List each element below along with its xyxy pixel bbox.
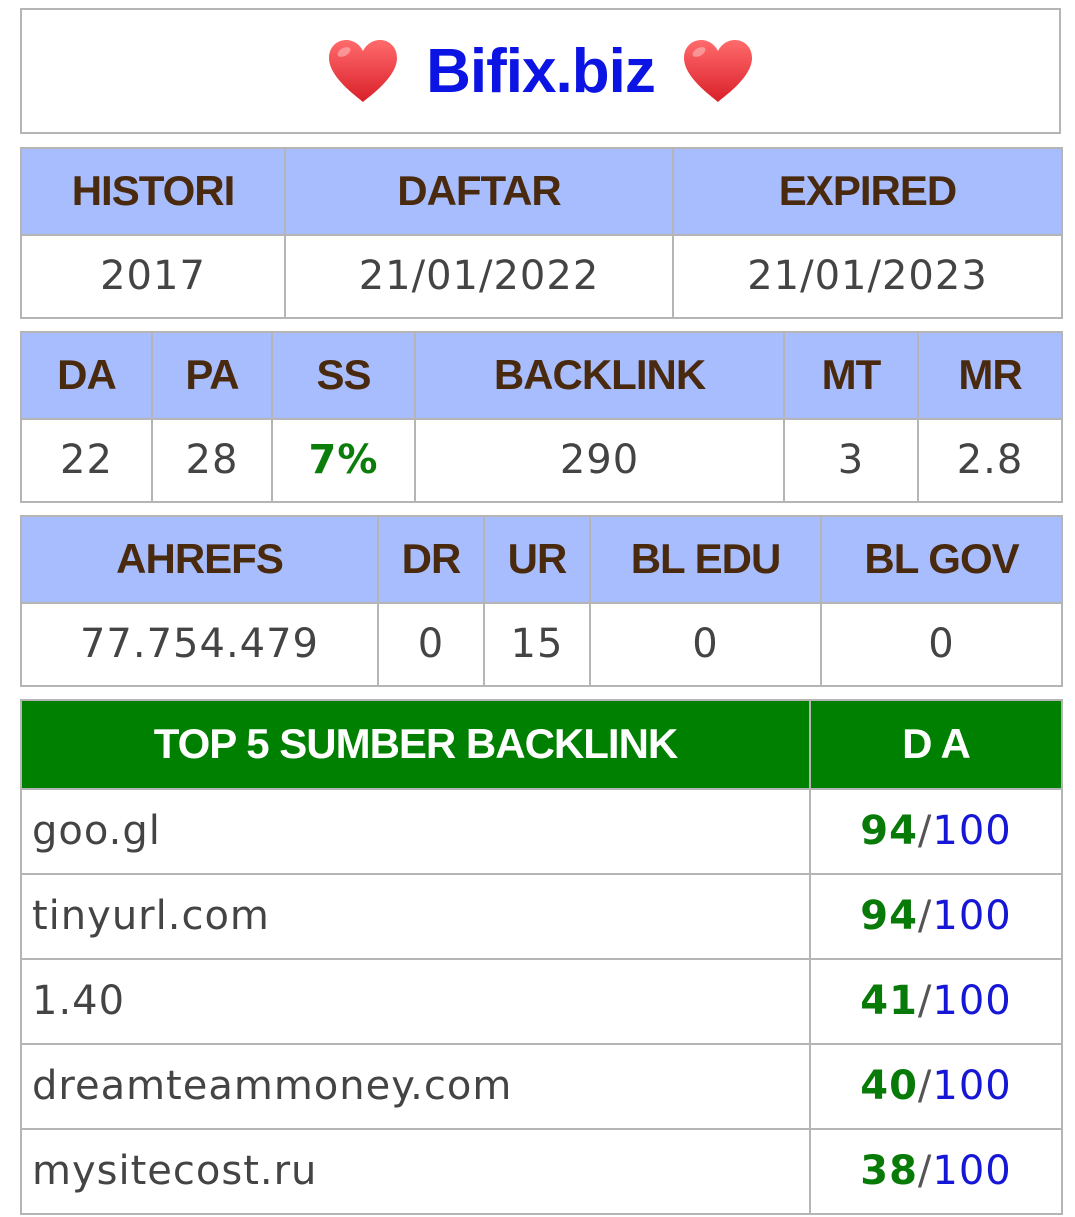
- header-mr: MR: [917, 331, 1063, 420]
- header-ahrefs: AHREFS: [20, 515, 379, 604]
- da-max: 100: [932, 1063, 1012, 1110]
- table-row: 22 28 7% 290 3 2.8: [20, 417, 1063, 504]
- table-header-row: AHREFS DR UR BL EDU BL GOV: [20, 515, 1063, 604]
- table-row: dreamteammoney.com 40/100: [20, 1042, 1063, 1130]
- header-ur: UR: [483, 515, 591, 604]
- separator: /: [917, 893, 933, 940]
- table-row: tinyurl.com 94/100: [20, 872, 1063, 960]
- separator: /: [917, 808, 933, 855]
- expired-value: 21/01/2023: [672, 233, 1063, 320]
- bl-edu-value: 0: [589, 601, 822, 688]
- header-backlink: BACKLINK: [414, 331, 785, 420]
- separator: /: [917, 1148, 933, 1195]
- backlink-da: 94/100: [809, 787, 1063, 875]
- spam-score-value: 7%: [271, 417, 416, 504]
- mr-value: 2.8: [917, 417, 1063, 504]
- header-pa: PA: [151, 331, 273, 420]
- bl-gov-value: 0: [820, 601, 1063, 688]
- separator: /: [917, 978, 933, 1025]
- top-backlink-sources-table: TOP 5 SUMBER BACKLINK D A goo.gl 94/100 …: [20, 699, 1063, 1216]
- da-value: 22: [20, 417, 153, 504]
- header-da-score: D A: [809, 699, 1063, 790]
- domain-dates-table: HISTORI DAFTAR EXPIRED 2017 21/01/2022 2…: [20, 147, 1063, 320]
- header-ss: SS: [271, 331, 416, 420]
- table-row: mysitecost.ru 38/100: [20, 1127, 1063, 1216]
- backlink-da: 40/100: [809, 1042, 1063, 1130]
- mt-value: 3: [783, 417, 919, 504]
- header-bl-gov: BL GOV: [820, 515, 1063, 604]
- backlink-source: goo.gl: [20, 787, 811, 875]
- header-expired: EXPIRED: [672, 147, 1063, 236]
- da-score: 41: [860, 978, 918, 1025]
- histori-value: 2017: [20, 233, 286, 320]
- table-row: goo.gl 94/100: [20, 787, 1063, 875]
- table-row: 77.754.479 0 15 0 0: [20, 601, 1063, 688]
- table-header-row: DA PA SS BACKLINK MT MR: [20, 331, 1063, 420]
- da-max: 100: [932, 1148, 1012, 1195]
- site-title-row: Bifix.biz: [326, 36, 755, 107]
- da-max: 100: [932, 978, 1012, 1025]
- header-bl-edu: BL EDU: [589, 515, 822, 604]
- backlink-source: tinyurl.com: [20, 872, 811, 960]
- header-da: DA: [20, 331, 153, 420]
- da-score: 94: [860, 893, 918, 940]
- header-histori: HISTORI: [20, 147, 286, 236]
- table-header-row: TOP 5 SUMBER BACKLINK D A: [20, 699, 1063, 790]
- ur-value: 15: [483, 601, 591, 688]
- daftar-value: 21/01/2022: [284, 233, 674, 320]
- table-row: 2017 21/01/2022 21/01/2023: [20, 233, 1063, 320]
- da-max: 100: [932, 808, 1012, 855]
- backlink-value: 290: [414, 417, 785, 504]
- backlink-da: 38/100: [809, 1127, 1063, 1216]
- da-score: 94: [860, 808, 918, 855]
- ahrefs-metrics-table: AHREFS DR UR BL EDU BL GOV 77.754.479 0 …: [20, 515, 1063, 688]
- header-mt: MT: [783, 331, 919, 420]
- backlink-da: 94/100: [809, 872, 1063, 960]
- da-max: 100: [932, 893, 1012, 940]
- table-row: 1.40 41/100: [20, 957, 1063, 1045]
- backlink-source: mysitecost.ru: [20, 1127, 811, 1216]
- site-title-box: Bifix.biz: [20, 8, 1061, 134]
- moz-metrics-table: DA PA SS BACKLINK MT MR 22 28 7% 290 3 2…: [20, 331, 1063, 504]
- header-dr: DR: [377, 515, 485, 604]
- da-score: 40: [860, 1063, 918, 1110]
- heart-icon: [683, 40, 752, 102]
- backlink-da: 41/100: [809, 957, 1063, 1045]
- backlink-source: 1.40: [20, 957, 811, 1045]
- backlink-source: dreamteammoney.com: [20, 1042, 811, 1130]
- header-backlink-source: TOP 5 SUMBER BACKLINK: [20, 699, 811, 790]
- separator: /: [917, 1063, 933, 1110]
- header-daftar: DAFTAR: [284, 147, 674, 236]
- da-score: 38: [860, 1148, 918, 1195]
- table-header-row: HISTORI DAFTAR EXPIRED: [20, 147, 1063, 236]
- site-title: Bifix.biz: [426, 36, 656, 106]
- ahrefs-rank-value: 77.754.479: [20, 601, 379, 688]
- heart-icon: [329, 40, 398, 102]
- pa-value: 28: [151, 417, 273, 504]
- dr-value: 0: [377, 601, 485, 688]
